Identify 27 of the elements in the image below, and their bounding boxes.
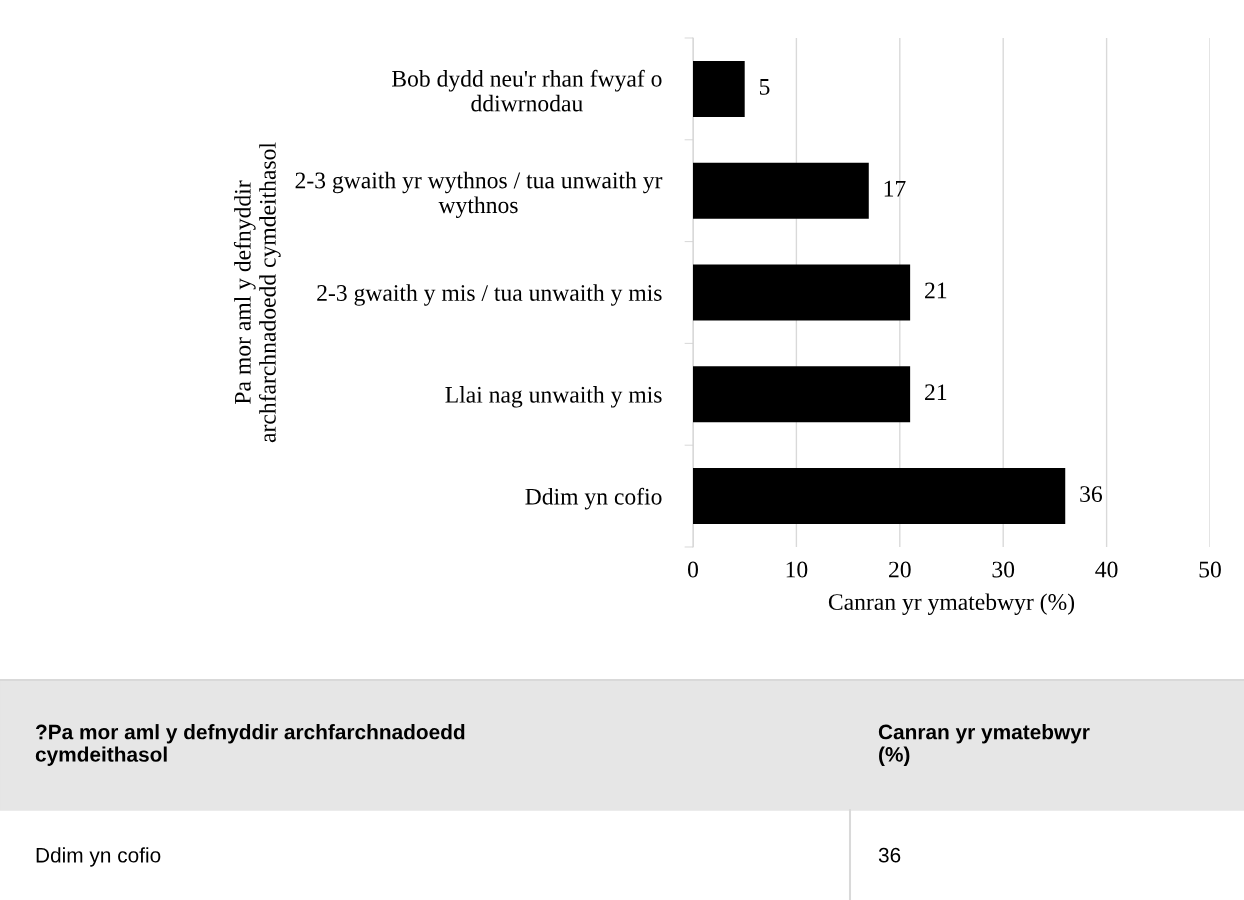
text: Canran yr ymatebwyr (%) [878, 724, 1090, 766]
y-tick-label: Llai nag unwaith y mis [445, 386, 662, 408]
data-label: 21 [925, 384, 947, 400]
text: Ddim yn cofio [36, 847, 161, 867]
y-tick-label: 2-3 gwaith yr wythnos / tua unwaith yr wythnos [295, 171, 663, 218]
x-tick-label: 40 [1095, 561, 1118, 578]
bar [693, 162, 869, 219]
data-label: 36 [1080, 486, 1103, 503]
y-axis-title: Pa mor aml y defnyddir archfarchnadoedd cymdeithasol [233, 142, 281, 443]
data-label: 21 [925, 282, 947, 299]
text: 36 [878, 847, 901, 863]
data-label: 17 [884, 180, 906, 197]
x-tick-label: 0 [688, 561, 698, 578]
data-label: 5 [759, 79, 770, 95]
y-tick-label: Bob dydd neu'r rhan fwyaf o ddiwrnodau [392, 69, 662, 112]
bar [693, 366, 911, 423]
y-tick-label: Ddim yn cofio [525, 487, 662, 510]
x-tick-label: 10 [786, 561, 808, 578]
bar [693, 468, 1066, 525]
bar [693, 264, 911, 321]
y-tick-label: 2-3 gwaith y mis / tua unwaith y mis [317, 284, 662, 306]
text: ?Pa mor aml y defnyddir archfarchnadoedd cymdeithasol [35, 724, 465, 766]
x-tick-label: 20 [889, 561, 911, 578]
x-axis-title: Canran yr ymatebwyr (%) [828, 593, 1075, 615]
x-tick-label: 50 [1199, 561, 1221, 578]
bar [693, 60, 745, 117]
x-tick-label: 30 [992, 561, 1015, 578]
